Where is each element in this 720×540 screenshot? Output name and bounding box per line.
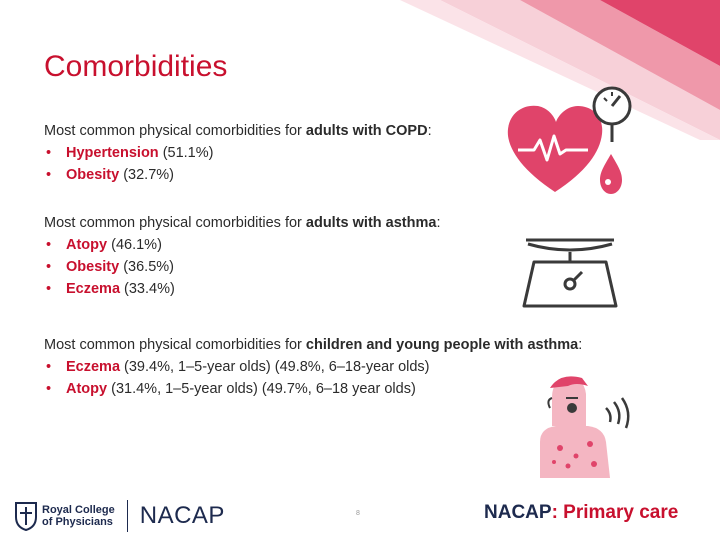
item-detail: (46.1%) [107,237,162,253]
footer-logos: Royal College of Physicians NACAP [14,498,225,534]
list-item: Eczema (33.4%) [44,278,440,300]
programme-brand: NACAP: Primary care [484,502,678,524]
nacap-logo: NACAP [139,502,225,529]
heading-highlight: adults with asthma [305,215,437,231]
brand-part2: : Primary care [551,502,679,523]
section-heading: Most common physical comorbidities for a… [44,212,440,234]
heart-blood-pressure-icon [507,86,632,194]
weighing-scale-icon [522,238,618,308]
page-title: Comorbidities [44,50,228,83]
section-adults-copd: Most common physical comorbidities for a… [44,120,432,186]
rcp-logo-text: Royal College of Physicians [42,504,115,528]
item-detail: (51.1%) [158,145,214,161]
item-label: Eczema [66,359,121,375]
comorbidity-list: Eczema (39.4%, 1–5-year olds) (49.8%, 6–… [44,356,582,400]
heading-suffix: : [578,337,583,353]
rcp-line1: Royal College [42,504,115,516]
item-detail: (32.7%) [119,167,174,183]
decorative-ribbons [400,0,720,140]
page-number: 8 [356,510,360,517]
item-label: Hypertension [66,145,159,161]
section-children-asthma: Most common physical comorbidities for c… [44,334,582,400]
section-adults-asthma: Most common physical comorbidities for a… [44,212,440,300]
item-detail: (33.4%) [120,281,175,297]
item-label: Obesity [66,259,120,275]
list-item: Atopy (46.1%) [44,234,440,256]
heading-highlight: adults with COPD [305,123,428,139]
logo-divider [126,500,128,532]
item-label: Obesity [66,167,120,183]
list-item: Hypertension (51.1%) [44,142,432,164]
heading-intro: Most common physical comorbidities for [44,337,306,353]
comorbidity-list: Hypertension (51.1%) Obesity (32.7%) [44,142,432,186]
item-detail: (39.4%, 1–5-year olds) (49.8%, 6–18-year… [120,359,430,375]
rcp-line2: of Physicians [42,516,113,528]
heading-suffix: : [436,215,441,231]
list-item: Obesity (32.7%) [44,164,432,186]
item-label: Eczema [66,281,121,297]
heading-suffix: : [427,123,432,139]
list-item: Eczema (39.4%, 1–5-year olds) (49.8%, 6–… [44,356,582,378]
child-eczema-icon [540,376,630,478]
item-label: Atopy [66,381,108,397]
item-label: Atopy [66,237,108,253]
heading-intro: Most common physical comorbidities for [44,123,306,139]
section-heading: Most common physical comorbidities for a… [44,120,432,142]
comorbidity-list: Atopy (46.1%) Obesity (36.5%) Eczema (33… [44,234,440,300]
brand-part1: NACAP [484,502,552,523]
list-item: Atopy (31.4%, 1–5-year olds) (49.7%, 6–1… [44,378,582,400]
item-detail: (31.4%, 1–5-year olds) (49.7%, 6–18 year… [107,381,416,397]
list-item: Obesity (36.5%) [44,256,440,278]
heading-intro: Most common physical comorbidities for [44,215,306,231]
section-heading: Most common physical comorbidities for c… [44,334,582,356]
rcp-crest-icon [15,502,37,531]
item-detail: (36.5%) [119,259,174,275]
heading-highlight: children and young people with asthma [305,337,579,353]
